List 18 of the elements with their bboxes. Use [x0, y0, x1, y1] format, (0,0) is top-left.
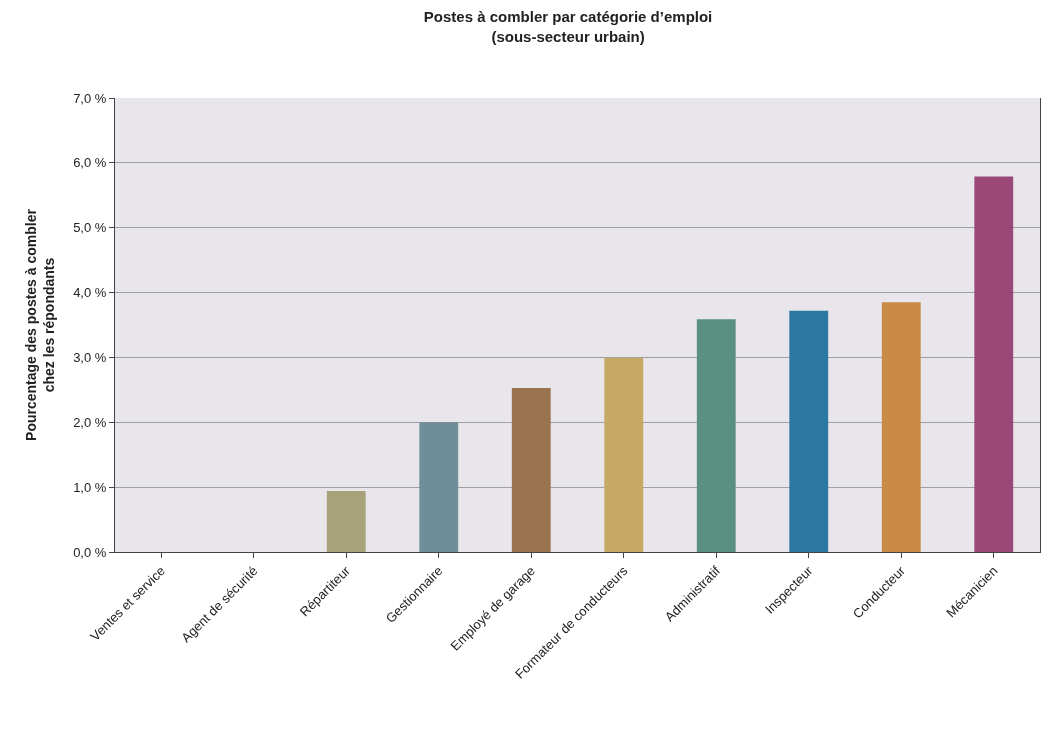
y-tick-label: 6,0 % — [73, 155, 107, 171]
bar — [326, 491, 366, 552]
y-tick-label: 7,0 % — [73, 90, 107, 106]
bar — [511, 387, 551, 552]
y-tick-label: 1,0 % — [73, 479, 107, 495]
y-tick-label: 5,0 % — [73, 220, 107, 236]
bar — [881, 302, 921, 552]
y-tick-label: 4,0 % — [73, 285, 107, 301]
y-tick-label: 2,0 % — [73, 414, 107, 430]
bar — [604, 358, 644, 552]
bar — [419, 422, 459, 552]
chart-title: Postes à combler par catégorie d’emploi (sous-secteur urbain) — [423, 8, 713, 45]
y-tick-label: 0,0 % — [73, 544, 107, 560]
bar — [696, 319, 736, 552]
y-tick-label: 3,0 % — [73, 349, 107, 365]
bar — [974, 176, 1014, 552]
bar — [789, 310, 829, 552]
y-axis-title: Pourcentage des postes à combler chez les répondants — [22, 208, 57, 441]
